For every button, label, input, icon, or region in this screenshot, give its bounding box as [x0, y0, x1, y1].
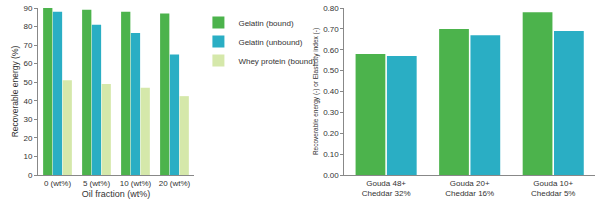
- svg-text:10 (wt%): 10 (wt%): [120, 179, 152, 188]
- svg-text:60: 60: [23, 59, 32, 68]
- svg-text:70: 70: [23, 41, 32, 50]
- svg-text:Oil fraction (wt%): Oil fraction (wt%): [82, 189, 151, 199]
- svg-text:0.00: 0.00: [323, 171, 339, 180]
- svg-text:30: 30: [23, 115, 32, 124]
- svg-text:0.60: 0.60: [323, 46, 339, 55]
- svg-text:Gelatin (bound): Gelatin (bound): [238, 19, 293, 28]
- svg-text:20 (wt%): 20 (wt%): [159, 179, 191, 188]
- svg-text:0.50: 0.50: [323, 66, 339, 75]
- svg-text:Recoverable energy (%): Recoverable energy (%): [10, 46, 20, 138]
- svg-text:5 (wt%): 5 (wt%): [83, 179, 110, 188]
- svg-text:40: 40: [23, 97, 32, 106]
- svg-text:0.80: 0.80: [323, 4, 339, 13]
- svg-text:80: 80: [23, 22, 32, 31]
- svg-text:10: 10: [23, 152, 32, 161]
- svg-text:20: 20: [23, 134, 32, 143]
- svg-text:0.20: 0.20: [323, 129, 339, 138]
- svg-text:0 (wt%): 0 (wt%): [44, 179, 71, 188]
- svg-text:Whey protein (bound): Whey protein (bound): [238, 57, 315, 66]
- svg-text:Gouda 48+Cheddar 32%: Gouda 48+Cheddar 32%: [362, 179, 411, 198]
- svg-text:Recoverable energy (-) or Elas: Recoverable energy (-) or Elasticity ind…: [312, 28, 320, 155]
- svg-text:0.70: 0.70: [323, 25, 339, 34]
- svg-text:90: 90: [23, 4, 32, 13]
- svg-text:Gelatin (unbound): Gelatin (unbound): [238, 38, 302, 47]
- svg-text:0.40: 0.40: [323, 87, 339, 96]
- svg-text:Gouda 10+Cheddar 5%: Gouda 10+Cheddar 5%: [531, 179, 575, 198]
- svg-text:Gouda 20+Cheddar 16%: Gouda 20+Cheddar 16%: [445, 179, 494, 198]
- svg-text:0.10: 0.10: [323, 150, 339, 159]
- svg-text:0: 0: [28, 171, 33, 180]
- svg-text:50: 50: [23, 78, 32, 87]
- svg-text:0.30: 0.30: [323, 108, 339, 117]
